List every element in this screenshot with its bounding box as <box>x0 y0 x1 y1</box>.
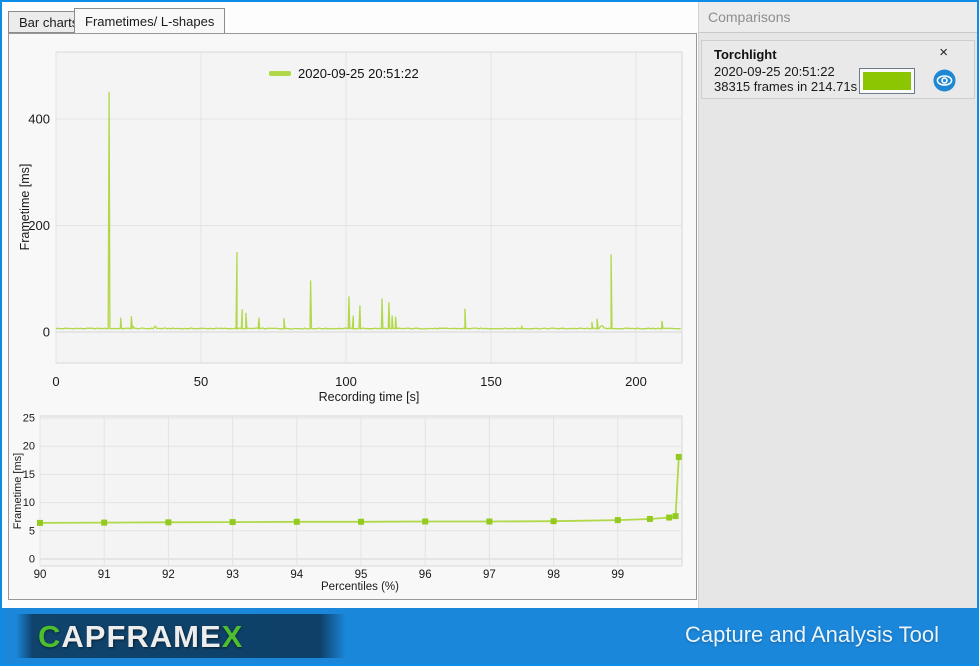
svg-text:Percentiles (%): Percentiles (%) <box>321 581 399 593</box>
svg-text:50: 50 <box>194 374 208 389</box>
comparison-game-title: Torchlight <box>714 47 777 62</box>
svg-text:97: 97 <box>483 569 496 581</box>
svg-text:100: 100 <box>335 374 357 389</box>
svg-text:0: 0 <box>43 325 50 340</box>
svg-text:25: 25 <box>23 413 35 425</box>
frametime-chart-panel: 0 200 400 0 50 100 150 200 Recording time [s] Fra… <box>11 36 695 412</box>
svg-text:90: 90 <box>34 569 47 581</box>
percentile-chart[interactable]: 0 5 10 15 20 25 90 91 92 93 94 95 96 97 98 99 Percentile… <box>11 412 695 596</box>
eye-icon[interactable] <box>933 69 956 92</box>
svg-text:0: 0 <box>29 554 35 566</box>
footer-bar: CAPFRAMEX Capture and Analysis Tool <box>2 608 977 664</box>
legend-swatch <box>269 71 291 76</box>
comparison-frames: 38315 frames in 214.71s <box>714 79 858 94</box>
svg-text:92: 92 <box>162 569 175 581</box>
svg-text:95: 95 <box>355 569 368 581</box>
footer-tagline: Capture and Analysis Tool <box>685 622 939 647</box>
analysis-pane: Bar charts Frametimes/ L-shapes 0 200 400 0… <box>2 2 698 608</box>
svg-text:93: 93 <box>226 569 239 581</box>
svg-text:94: 94 <box>290 569 303 581</box>
svg-text:150: 150 <box>480 374 502 389</box>
comparisons-header: Comparisons <box>699 2 977 33</box>
svg-text:96: 96 <box>419 569 432 581</box>
svg-text:200: 200 <box>625 374 647 389</box>
svg-text:91: 91 <box>98 569 111 581</box>
chart-legend: 2020-09-25 20:51:22 <box>269 66 419 81</box>
svg-text:99: 99 <box>611 569 624 581</box>
logo-backdrop <box>16 614 346 658</box>
svg-text:10: 10 <box>23 497 35 509</box>
svg-text:0: 0 <box>52 374 59 389</box>
svg-text:400: 400 <box>28 112 50 127</box>
svg-text:20: 20 <box>23 441 35 453</box>
color-swatch-fill <box>863 72 911 90</box>
svg-text:98: 98 <box>547 569 560 581</box>
comparison-date: 2020-09-25 20:51:22 <box>714 64 835 79</box>
tab-frametimes-lshapes[interactable]: Frametimes/ L-shapes <box>74 8 226 33</box>
comparison-card: Torchlight 2020-09-25 20:51:22 38315 fra… <box>701 40 975 99</box>
logo-letter-x: X <box>221 619 244 654</box>
tab-bar-charts[interactable]: Bar charts <box>8 11 90 33</box>
logo-letter-c: C <box>38 619 62 654</box>
capframex-logo: CAPFRAMEX <box>38 619 243 655</box>
logo-middle: APFRAME <box>61 619 222 654</box>
color-swatch[interactable] <box>859 68 915 94</box>
svg-text:15: 15 <box>23 469 35 481</box>
svg-text:Recording time [s]: Recording time [s] <box>319 390 420 404</box>
comparisons-sidebar: Comparisons Torchlight 2020-09-25 20:51:… <box>698 2 977 608</box>
percentile-chart-panel: 0 5 10 15 20 25 90 91 92 93 94 95 96 97 98 99 Percentile… <box>11 412 695 596</box>
svg-text:5: 5 <box>29 525 35 537</box>
svg-text:Frametime [ms]: Frametime [ms] <box>18 164 32 251</box>
svg-text:200: 200 <box>28 218 50 233</box>
close-icon[interactable]: × <box>939 44 948 61</box>
frametime-chart[interactable]: 0 200 400 0 50 100 150 200 Recording time [s] Fra… <box>11 36 695 412</box>
tabstrip: Bar charts Frametimes/ L-shapes <box>2 2 698 33</box>
svg-text:Frametime [ms]: Frametime [ms] <box>12 453 24 529</box>
tab-page-frametimes: 0 200 400 0 50 100 150 200 Recording time [s] Fra… <box>8 33 697 600</box>
legend-label: 2020-09-25 20:51:22 <box>298 66 419 81</box>
